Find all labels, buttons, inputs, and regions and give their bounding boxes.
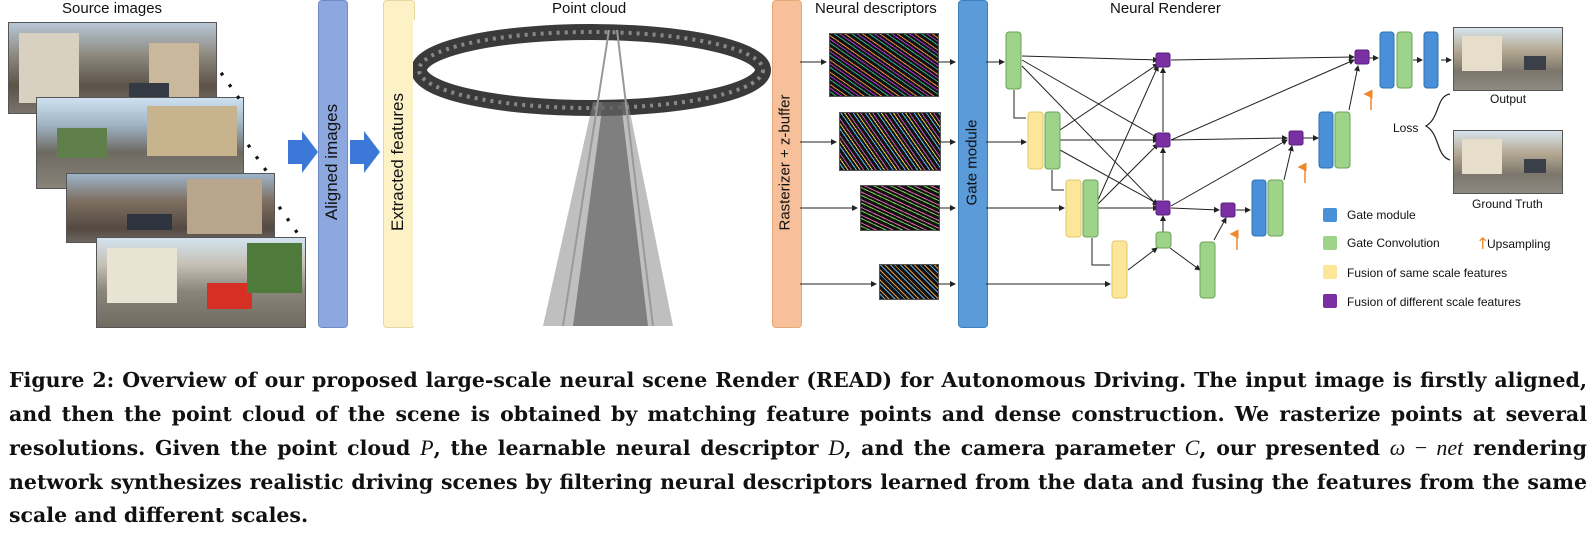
output-image (1453, 27, 1563, 91)
legend-swatch-different-scale (1323, 294, 1337, 308)
legend-same-scale: Fusion of same scale features (1347, 266, 1508, 280)
descriptor-image-2 (839, 112, 941, 171)
output-label: Output (1490, 92, 1527, 106)
point-cloud-label: Point cloud (552, 0, 627, 17)
source-photo-4 (96, 237, 306, 328)
legend-swatch-gate-convolution (1323, 236, 1337, 250)
legend-gate-module: Gate module (1347, 208, 1416, 222)
legend-gate-convolution: Gate Convolution (1347, 236, 1440, 250)
loss-brace (1424, 93, 1451, 161)
renderer-network (800, 31, 1452, 299)
caption-part4: , our presented (1199, 436, 1390, 460)
arrow-to-aligned (288, 131, 318, 173)
legend-different-scale: Fusion of different scale features (1347, 295, 1521, 309)
ground-truth-label: Ground Truth (1472, 197, 1543, 211)
source-images-label: Source images (62, 0, 163, 17)
loss-label: Loss (1393, 121, 1419, 135)
gate-module-bar (958, 0, 988, 328)
neural-renderer-label: Neural Renderer (1110, 0, 1221, 17)
caption-part3: , and the camera parameter (844, 436, 1185, 460)
legend-swatch-same-scale (1323, 265, 1337, 279)
caption-lead: Figure 2: Overview of our proposed large… (9, 368, 1587, 460)
caption-var-d: D (828, 435, 845, 460)
caption-var-p: P (420, 435, 434, 460)
caption-var-c: C (1184, 435, 1200, 460)
descriptor-image-4 (879, 264, 939, 300)
upsampling-arrow-icon: ↑ (1476, 234, 1490, 253)
descriptor-image-1 (829, 33, 939, 97)
ground-truth-image (1453, 130, 1563, 194)
neural-descriptors-label: Neural descriptors (815, 0, 937, 17)
figure-caption: Figure 2: Overview of our proposed large… (9, 364, 1587, 533)
legend-swatch-gate-module (1323, 208, 1337, 222)
legend-upsampling: Upsampling (1487, 237, 1551, 251)
point-cloud-image (413, 20, 773, 326)
arrow-to-extracted (350, 131, 380, 173)
descriptor-image-3 (860, 185, 940, 231)
caption-omega-net: ω − net (1389, 435, 1464, 460)
caption-part5: rendering network synthesizes realistic … (9, 436, 1588, 527)
source-photo-3 (66, 173, 275, 243)
rasterizer-bar (772, 0, 802, 328)
caption-part2: , the learnable neural descriptor (433, 436, 829, 460)
aligned-images-bar (318, 0, 348, 328)
